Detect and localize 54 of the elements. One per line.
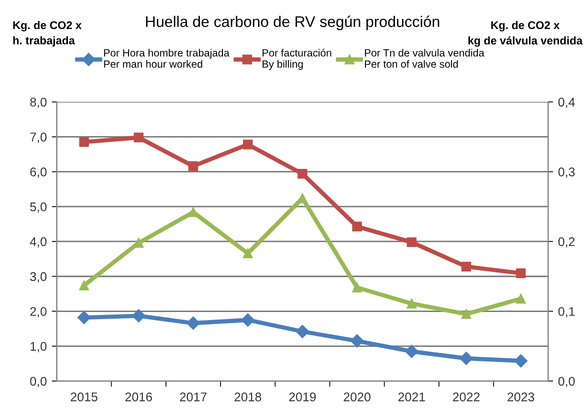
y-tick-label: 6,0 [30,168,47,178]
x-tick-label: 2022 [452,392,480,402]
point [461,309,472,319]
legend-label: Por Hora hombre trabajada Per man hour worked [104,48,230,68]
x-tick-label: 2020 [344,392,370,402]
point [241,313,254,327]
y-tick-label: 8,0 [30,98,47,108]
x-tick-label: 2019 [289,392,316,402]
x-tick-label: 2016 [125,392,152,402]
point [79,280,89,290]
point [405,344,418,358]
point [132,309,146,322]
point [352,282,362,292]
point [134,132,144,142]
y2-axis-title: Kg. de CO2 x kg de válvula vendida [468,20,583,47]
y-tick-label: 4,0 [30,237,47,248]
y2-tick-label: 0,1 [558,307,575,318]
y-tick-label: 1,0 [30,342,47,352]
point [514,354,528,368]
x-tick-label: 2021 [398,392,425,402]
point [406,237,417,248]
y2-tick-label: 0,4 [558,98,575,108]
point [460,352,473,365]
x-tick-label: 2017 [180,392,207,402]
y-tick-label: 2,0 [30,307,47,318]
x-tick-label: 2023 [508,392,534,402]
y2-tick-label: 0,3 [558,168,575,178]
y2-tick-label: 0,0 [558,376,575,388]
y-tick-label: 7,0 [30,132,47,143]
point [516,268,526,278]
point [350,334,364,348]
point [188,161,198,171]
point [298,193,308,204]
point [242,140,253,150]
y2-tick-label: 0,2 [558,237,575,248]
y-tick-label: 3,0 [30,272,47,283]
point [352,222,362,232]
chart-title: Huella de carbono de RV según producción [146,16,440,30]
legend-label: Por Tn de valvula vendida Per ton of valve sold [364,48,484,68]
point [79,137,89,147]
point [406,298,417,308]
point [298,168,308,179]
point [242,248,253,258]
point [186,316,200,330]
point [77,310,91,324]
point [516,294,526,304]
y-tick-label: 0,0 [30,376,47,388]
point [461,262,472,272]
x-tick-label: 2015 [70,392,98,402]
x-tick-label: 2018 [234,392,262,402]
point [296,324,310,338]
y-tick-label: 5,0 [30,202,47,213]
y-axis-title: Kg. de CO2 x h. trabajada [13,20,82,47]
legend-label: Por facturación By billing [262,48,332,70]
